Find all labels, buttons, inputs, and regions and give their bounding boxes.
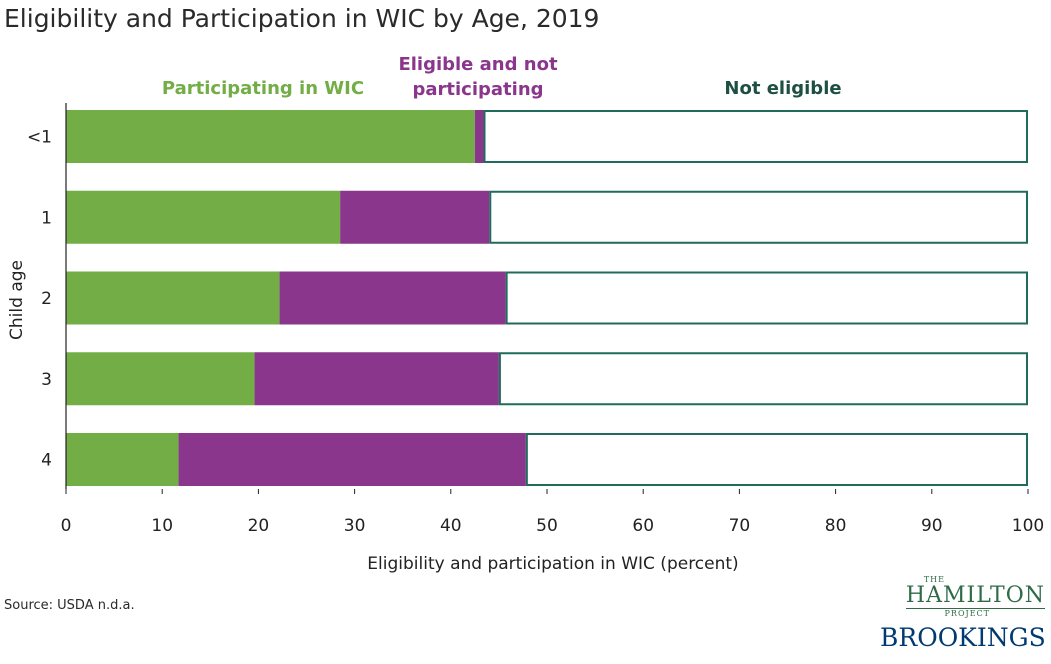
hamilton-brookings-logo: THE HAMILTON PROJECT BROOKINGS: [880, 575, 1046, 652]
x-tick-label: 80: [825, 516, 847, 536]
legend-eligible-not-participating: Eligible and not: [398, 54, 558, 75]
x-tick-label: 40: [440, 516, 462, 536]
source-note: Source: USDA n.d.a.: [4, 598, 135, 613]
x-axis-title: Eligibility and participation in WIC (pe…: [367, 554, 738, 574]
y-tick-label: 3: [41, 370, 52, 390]
y-tick-label: 2: [41, 289, 52, 309]
legend-not-eligible: Not eligible: [724, 78, 841, 99]
legend-eligible-not-participating: participating: [412, 79, 543, 100]
bar-participating: [66, 271, 280, 325]
bar-eligible-not-participating: [279, 271, 506, 325]
bar-eligible-not-participating: [178, 433, 526, 486]
x-tick-label: 60: [632, 516, 654, 536]
y-tick-label: <1: [27, 128, 52, 148]
logo-the-text: THE: [923, 575, 945, 584]
x-tick-label: 100: [1012, 516, 1044, 536]
bar-eligible-not-participating: [340, 190, 490, 244]
logo-project-text: PROJECT: [944, 609, 990, 618]
bar-not-eligible: [505, 271, 1029, 325]
bar-not-eligible: [525, 433, 1028, 486]
bar-participating: [66, 433, 179, 486]
bar-participating: [66, 352, 255, 406]
x-tick-label: 0: [61, 516, 72, 536]
bar-participating: [66, 110, 475, 163]
x-tick-label: 30: [344, 516, 366, 536]
bar-not-eligible: [483, 110, 1028, 163]
x-tick-label: 10: [151, 516, 173, 536]
x-tick-label: 90: [921, 516, 943, 536]
bar-participating: [66, 190, 341, 244]
logo-brookings-text: BROOKINGS: [880, 623, 1046, 652]
bar-eligible-not-participating: [474, 110, 484, 163]
bar-eligible-not-participating: [254, 352, 499, 406]
bar-not-eligible: [489, 190, 1028, 244]
y-tick-label: 1: [41, 208, 52, 228]
bar-not-eligible: [498, 352, 1028, 406]
logo-hamilton-text: HAMILTON: [905, 583, 1045, 609]
x-tick-label: 50: [536, 516, 558, 536]
x-tick-label: 20: [248, 516, 270, 536]
legend-participating: Participating in WIC: [162, 78, 364, 99]
chart-title: Eligibility and Participation in WIC by …: [4, 4, 600, 33]
x-tick-label: 70: [729, 516, 751, 536]
y-tick-label: 4: [41, 451, 52, 471]
y-axis-title: Child age: [7, 260, 27, 340]
